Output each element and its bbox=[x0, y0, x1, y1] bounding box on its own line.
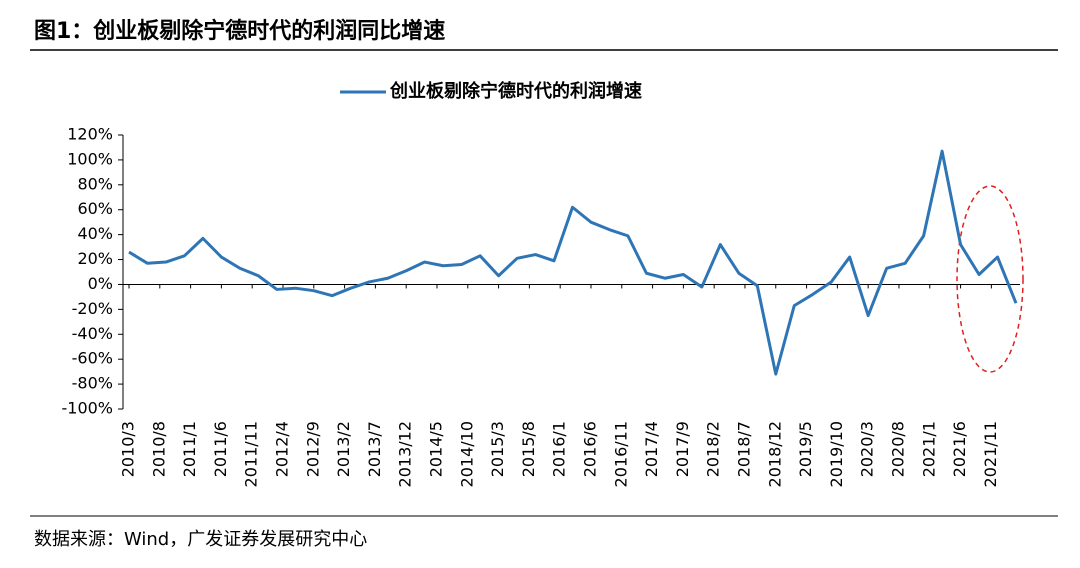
x-tick-label: 2011/1 bbox=[180, 421, 199, 477]
highlight-ellipse bbox=[956, 185, 1024, 373]
x-tick-label: 2018/2 bbox=[704, 421, 723, 477]
x-tick-label: 2021/11 bbox=[981, 421, 1000, 487]
x-tick-label: 2013/2 bbox=[334, 421, 353, 477]
y-tick-label: -80% bbox=[72, 374, 113, 393]
x-tick-label: 2011/6 bbox=[211, 421, 230, 477]
x-tick-label: 2015/8 bbox=[519, 421, 538, 477]
x-tick-label: 2016/1 bbox=[550, 421, 569, 477]
x-tick-label: 2014/5 bbox=[426, 421, 445, 477]
line bbox=[128, 149, 1018, 376]
x-tick-label: 2011/11 bbox=[242, 421, 261, 487]
y-tick-label: -20% bbox=[72, 299, 113, 318]
x-tick-label: 2018/12 bbox=[765, 421, 784, 487]
x-tick-label: 2021/1 bbox=[919, 421, 938, 477]
x-tick-label: 2016/6 bbox=[580, 421, 599, 477]
x-tick-label: 2014/10 bbox=[457, 421, 476, 487]
x-tick-label: 2017/4 bbox=[642, 421, 661, 477]
x-tick-label: 2016/11 bbox=[611, 421, 630, 487]
source: 数据来源：Wind，广发证券发展研究中心 bbox=[34, 529, 367, 550]
x-tick-label: 2020/8 bbox=[888, 421, 907, 477]
x-tick-label: 2017/9 bbox=[673, 421, 692, 477]
x-tick-label: 2020/3 bbox=[858, 421, 877, 477]
x-tick-label: 2012/4 bbox=[272, 421, 291, 477]
y-tick-label: 0% bbox=[88, 274, 113, 293]
x-tick-label: 2018/7 bbox=[734, 421, 753, 477]
x-tick-label: 2021/6 bbox=[950, 421, 969, 477]
x-tick-label: 2013/7 bbox=[365, 421, 384, 477]
legend-label: 创业板剔除宁德时代的利润增速 bbox=[389, 80, 642, 102]
y-tick-label: 100% bbox=[67, 149, 113, 168]
y-tick-label: -100% bbox=[61, 399, 113, 418]
x-tick-label: 2019/10 bbox=[827, 421, 846, 487]
x-tick-label: 2010/3 bbox=[119, 421, 138, 477]
y-tick-label: 80% bbox=[77, 174, 113, 193]
y-tick-label: 120% bbox=[67, 125, 113, 144]
x-tick-label: 2015/3 bbox=[488, 421, 507, 477]
x-tick-label: 2013/12 bbox=[396, 421, 415, 487]
y-tick-label: 60% bbox=[77, 199, 113, 218]
y-tick-label: -60% bbox=[72, 349, 113, 368]
x-tick-label: 2019/5 bbox=[796, 421, 815, 477]
y-tick-label: -40% bbox=[72, 324, 113, 343]
x-tick-label: 2010/8 bbox=[149, 421, 168, 477]
y-tick-label: 20% bbox=[77, 249, 113, 268]
x-tick-label: 2012/9 bbox=[303, 421, 322, 477]
chart-title: 图1：创业板剔除宁德时代的利润同比增速 bbox=[34, 18, 445, 44]
y-tick-label: 40% bbox=[77, 224, 113, 243]
